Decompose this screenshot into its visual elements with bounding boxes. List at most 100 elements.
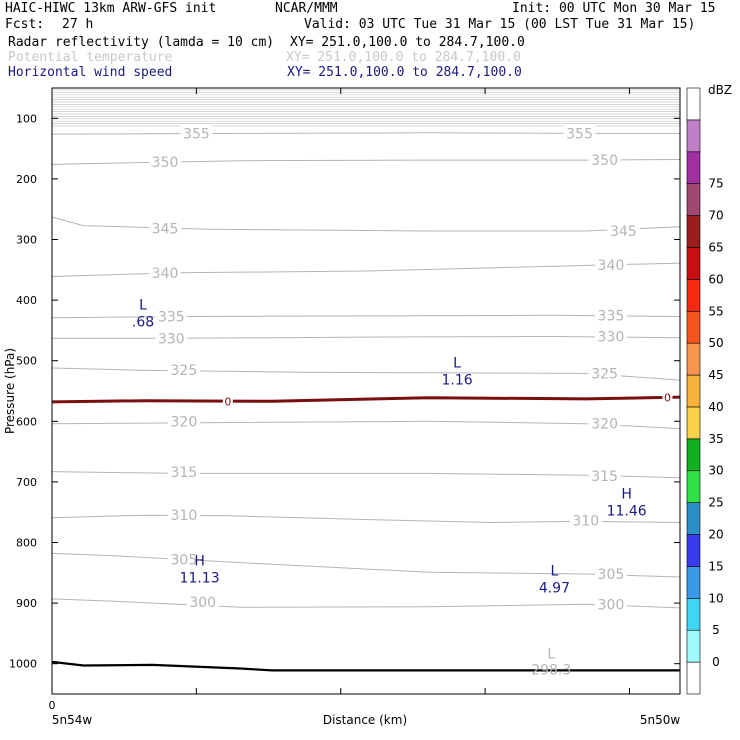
colorbar-segment (686, 661, 701, 695)
colorbar-level: 45 (708, 368, 723, 382)
contour-label-bg (588, 415, 621, 431)
colorbar-level: 60 (708, 272, 723, 286)
x-zero-label: 0 (49, 699, 56, 712)
colorbar-level: 35 (708, 432, 723, 446)
contour-label-bg (594, 566, 627, 582)
theta-contour-label: 305 (171, 552, 198, 568)
contour-label-bg (149, 220, 182, 236)
contour-label-bg (594, 328, 627, 344)
contour-label-bg (588, 365, 621, 381)
colorbar-segment (686, 342, 701, 376)
theta-contour-label: 335 (158, 309, 185, 325)
y-tick-label: 400 (16, 294, 37, 307)
dbz-colorbar: 0 5 10 15 20 25 30 35 40 45 50 55 60 65 70 75 (686, 87, 724, 695)
colorbar-segment (686, 438, 701, 472)
theta-contour-label: 315 (171, 465, 198, 481)
contour-label-bg (594, 596, 627, 612)
colorbar-segment (686, 151, 701, 184)
colorbar-level: 65 (708, 240, 723, 254)
model-title: HAIC-HIWC 13km ARW-GFS init (5, 1, 217, 16)
dbz-label-bg (222, 395, 233, 408)
fcst-label: Fcst: (5, 17, 45, 32)
theta-contour-label: 335 (598, 308, 625, 324)
field-xy-wind: XY= 251.0,100.0 to 284.7,100.0 (287, 65, 522, 80)
x-end-label: 5n50w (640, 713, 681, 727)
theta-contour-label: 325 (171, 363, 198, 379)
colorbar-segment (686, 87, 701, 121)
theta-contour-label: 355 (566, 126, 593, 142)
colorbar-segment (686, 534, 701, 567)
contour-label-bg (563, 125, 596, 141)
field-name-theta: Potential temperature (8, 50, 173, 65)
colorbar-segment (686, 629, 701, 663)
center-name: NCAR/MMM (275, 1, 338, 16)
colorbar-level: 15 (708, 559, 723, 573)
theta-contour-label: 340 (152, 266, 179, 282)
wind-extreme-type: H (194, 554, 205, 570)
y-tick-label: 200 (16, 173, 37, 186)
theta-contour-320 (51, 420, 681, 430)
contour-label-bg (588, 467, 621, 483)
wind-extreme-value: 11.46 (607, 503, 647, 519)
colorbar-level: 55 (708, 304, 723, 318)
field-name-wind: Horizontal wind speed (8, 65, 173, 80)
theta-contour-330 (52, 335, 681, 339)
contour-label-bg (167, 464, 200, 480)
x-axis (51, 88, 630, 694)
contour-label-bg (588, 152, 621, 168)
dbz-zero-line (51, 395, 681, 404)
colorbar-segment (686, 406, 701, 440)
theta-contour-label: 300 (189, 595, 216, 611)
wind-extreme-value: .68 (132, 314, 154, 330)
colorbar-level: 75 (708, 177, 723, 191)
theta-contour-label: 300 (598, 597, 625, 613)
contour-label-bg (167, 551, 200, 567)
theta-contour-label: 310 (171, 508, 198, 524)
contour-label-bg (594, 256, 627, 272)
contour-label-bg (155, 308, 188, 324)
theta-contour-label: 330 (158, 331, 185, 347)
theta-contour-label: 320 (591, 417, 618, 433)
fcst-value: 27 h (62, 17, 94, 32)
y-tick-label: 100 (16, 112, 37, 125)
theta-contour-label: 345 (152, 222, 179, 238)
x-axis-label: Distance (km) (323, 713, 407, 727)
y-tick-label: 300 (16, 234, 37, 247)
colorbar-level: 5 (712, 623, 720, 637)
colorbar-segment (686, 119, 701, 153)
contour-label-bg (167, 361, 200, 377)
theta-contours: 300 300 305 305 310 310 315 315 320 320 325 325 330 3… (51, 125, 681, 613)
contour-label-bg (149, 264, 182, 280)
theta-contour-label: 345 (610, 224, 637, 240)
upper-level-contour-band (52, 89, 680, 127)
wind-extreme-value: 1.16 (441, 373, 472, 389)
colorbar-level: 20 (708, 528, 723, 542)
colorbar-segment (686, 310, 701, 344)
theta-contour-label: 325 (591, 366, 618, 382)
theta-contour-label: 315 (591, 469, 618, 485)
theta-contour-label: 310 (572, 514, 599, 530)
theta-contour-355 (51, 132, 680, 135)
field-xy-reflectivity: XY= 251.0,100.0 to 284.7,100.0 (290, 35, 525, 50)
contour-label-bg (167, 507, 200, 523)
plot-frame (51, 87, 681, 695)
terrain-path (51, 660, 680, 672)
theta-contour-label: 350 (152, 155, 179, 171)
colorbar-level: 30 (708, 464, 723, 478)
colorbar-level: 0 (712, 655, 720, 669)
wind-extreme-value: 4.97 (539, 580, 570, 596)
contour-label-bg (149, 153, 182, 169)
theta-contour-label: 350 (591, 153, 618, 169)
y-axis: 100 200 300 400 500 600 700 800 900 1000 (9, 112, 680, 671)
y-tick-label: 800 (16, 537, 37, 550)
y-tick-label: 600 (16, 415, 37, 428)
colorbar-segment (686, 279, 701, 312)
wind-extreme-type: L (550, 563, 558, 579)
colorbar-segment (686, 566, 701, 599)
theta-min-value: 298.3 (531, 663, 571, 679)
y-tick-label: 500 (16, 355, 37, 368)
dbz-zero-label: 0 (224, 395, 231, 408)
colorbar-level: 70 (708, 209, 723, 223)
